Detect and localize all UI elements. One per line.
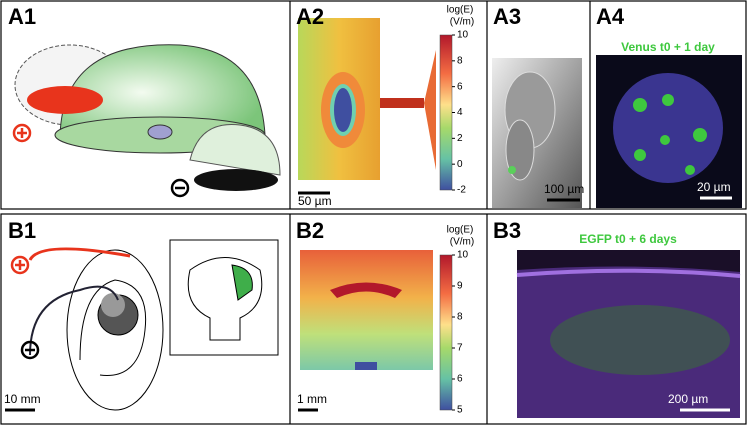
colorbar-tick-label: 4 — [457, 107, 463, 118]
colorbar-tick-label: 8 — [457, 312, 463, 323]
panel-label: B1 — [8, 218, 36, 243]
electrode-diagram — [12, 44, 281, 198]
panel-label: A2 — [296, 4, 324, 29]
egfp-image — [516, 250, 741, 418]
scale-bar-label: 1 mm — [297, 392, 327, 406]
scale-bar-label: 100 µm — [544, 182, 584, 196]
colorbar-tick-label: -2 — [457, 185, 466, 196]
colorbar-tick-label: 9 — [457, 281, 463, 292]
colorbar-tick-label: 6 — [457, 374, 463, 385]
colorbar-tick-label: 0 — [457, 159, 463, 170]
colorbar-unit: (V/m) — [450, 237, 474, 248]
colorbar-unit: (V/m) — [450, 17, 474, 28]
scale-bar-label: 200 µm — [668, 392, 708, 406]
field-map — [298, 250, 453, 412]
colorbar-tick-label: 10 — [457, 30, 469, 41]
colorbar-tick-label: 6 — [457, 81, 463, 92]
panel-label: B3 — [493, 218, 521, 243]
scale-bar-label: 20 µm — [697, 180, 731, 194]
colorbar-tick-label: 10 — [457, 250, 469, 261]
venus-image — [596, 55, 742, 208]
colorbar-title: log(E) — [447, 5, 474, 16]
colorbar-title: log(E) — [447, 225, 474, 236]
field-map — [298, 18, 453, 195]
scale-bar-label: 50 µm — [298, 194, 332, 208]
panel-label: B2 — [296, 218, 324, 243]
colorbar-tick-label: 7 — [457, 343, 463, 354]
annotation: EGFP t0 + 6 days — [579, 232, 677, 246]
colorbar-tick-label: 5 — [457, 405, 463, 416]
scale-bar-label: 10 mm — [4, 392, 41, 406]
panel-label: A3 — [493, 4, 521, 29]
panel-label: A1 — [8, 4, 36, 29]
annotation: Venus t0 + 1 day — [621, 40, 715, 54]
colorbar-tick-label: 2 — [457, 133, 463, 144]
colorbar-tick-label: 8 — [457, 55, 463, 66]
panel-label: A4 — [596, 4, 625, 29]
embryo-diagram — [5, 239, 279, 412]
embryo-image — [492, 58, 582, 208]
